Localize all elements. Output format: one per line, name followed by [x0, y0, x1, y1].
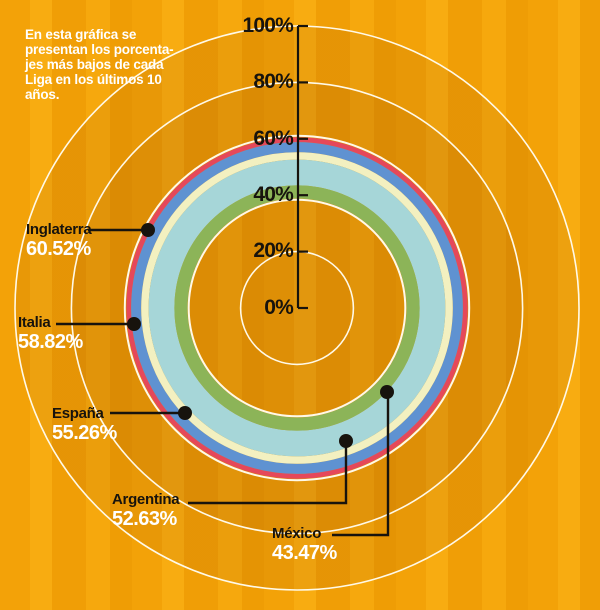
league-name: España	[52, 405, 104, 422]
callout-lines	[56, 228, 390, 537]
league-value: 60.52%	[26, 238, 91, 260]
axis-tick-label-40: 40%	[253, 183, 293, 206]
callout-dot-mexico	[380, 385, 394, 399]
league-label-italia: Italia 58.82%	[18, 315, 83, 352]
axis-tick-label-20: 20%	[253, 239, 293, 262]
league-label-inglaterra: Inglaterra 60.52%	[26, 221, 92, 260]
chart-note: En esta gráfica se presentan los porcent…	[25, 27, 174, 102]
axis-tick-label-100: 100%	[242, 14, 293, 37]
callout-dot-espana	[178, 406, 192, 420]
callout-dot-italia	[127, 317, 141, 331]
axis-tick-label-80: 80%	[253, 70, 293, 93]
callout-line-argentina	[188, 441, 348, 505]
league-name: Argentina	[112, 491, 180, 508]
league-label-espana: España 55.26%	[52, 406, 117, 443]
percentage-axis	[296, 24, 308, 310]
league-value: 43.47%	[272, 542, 337, 564]
league-name: Inglaterra	[26, 221, 92, 238]
callout-dot-inglaterra	[141, 223, 155, 237]
callout-line-mexico	[332, 392, 390, 537]
league-name: Italia	[18, 314, 51, 331]
callout-dot-argentina	[339, 434, 353, 448]
league-value: 58.82%	[18, 331, 83, 353]
axis-tick-label-60: 60%	[253, 127, 293, 150]
league-label-argentina: Argentina 52.63%	[112, 491, 180, 530]
league-value: 52.63%	[112, 508, 177, 530]
league-name: México	[272, 525, 322, 542]
axis-tick-label-0: 0%	[264, 296, 294, 319]
callout-dots	[127, 223, 394, 448]
league-value: 55.26%	[52, 422, 117, 444]
league-label-mexico: México 43.47%	[272, 526, 337, 563]
